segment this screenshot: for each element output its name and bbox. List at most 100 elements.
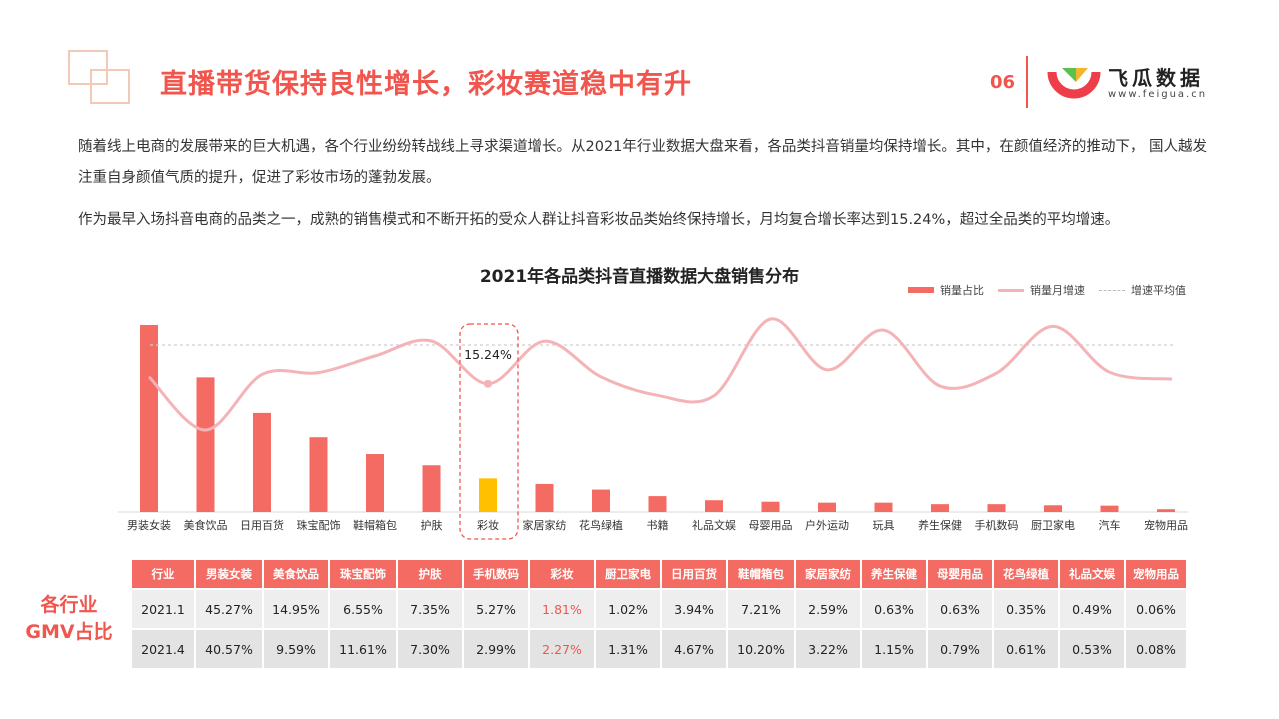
table-header-cell: 家居家纺	[794, 558, 862, 590]
table-header-cell: 鞋帽箱包	[726, 558, 796, 590]
intro-paragraph-2: 作为最早入场抖音电商的品类之一，成熟的销售模式和不断开拓的受众人群让抖音彩妆品类…	[78, 212, 1120, 228]
table-cell: 0.63%	[926, 588, 994, 630]
x-tick-label: 彩妆	[477, 519, 499, 532]
bar-玩具	[874, 502, 893, 512]
table-cell: 3.94%	[660, 588, 728, 630]
table-cell: 0.35%	[992, 588, 1060, 630]
chart-title: 2021年各品类抖音直播数据大盘销售分布	[479, 267, 800, 287]
table-row: 2021.1 45.27% 14.95% 6.55% 7.35% 5.27% 1.81% 1.…	[130, 588, 1188, 630]
table-header-cell: 母婴用品	[926, 558, 994, 590]
table-header-cell: 礼品文娱	[1058, 558, 1126, 590]
bar-美食饮品	[196, 377, 215, 512]
bar-花鸟绿植	[592, 489, 610, 512]
x-tick-label: 母婴用品	[749, 519, 793, 532]
bar-母婴用品	[761, 501, 780, 512]
table-header-cell: 行业	[130, 558, 196, 590]
table-cell: 0.49%	[1058, 588, 1126, 630]
bar-书籍	[648, 496, 667, 512]
x-tick-label: 花鸟绿植	[579, 518, 623, 532]
table-cell: 9.59%	[262, 628, 330, 670]
chart-legend: 销量占比 销量月增速 增速平均值	[908, 282, 1186, 298]
x-tick-label: 手机数码	[975, 518, 1019, 532]
table-cell: 7.35%	[396, 588, 464, 630]
table-cell: 0.79%	[926, 628, 994, 670]
table-cell: 1.15%	[860, 628, 928, 670]
table-cell: 45.27%	[194, 588, 264, 630]
table-header-cell: 花鸟绿植	[992, 558, 1060, 590]
table-cell: 5.27%	[462, 588, 530, 630]
header-divider	[1026, 56, 1028, 108]
x-tick-label: 美食饮品	[184, 518, 228, 532]
bar-礼品文娱	[705, 500, 723, 512]
x-tick-label: 珠宝配饰	[297, 518, 341, 532]
logo-url: www.feigua.cn	[1108, 89, 1208, 100]
x-tick-label: 汽车	[1099, 518, 1121, 532]
table-cell: 10.20%	[726, 628, 796, 670]
table-header-cell: 护肤	[396, 558, 464, 590]
table-cell: 1.81%	[528, 588, 596, 630]
x-tick-label: 鞋帽箱包	[353, 518, 397, 532]
legend-item-growth: 销量月增速	[998, 282, 1085, 298]
table-header-cell: 珠宝配饰	[328, 558, 398, 590]
bar-宠物用品	[1157, 509, 1175, 512]
x-tick-label: 养生保健	[918, 518, 962, 532]
table-cell: 0.61%	[992, 628, 1060, 670]
table-cell: 14.95%	[262, 588, 330, 630]
bar-户外运动	[818, 502, 836, 512]
legend-item-share: 销量占比	[908, 282, 984, 298]
intro-paragraph-1: 随着线上电商的发展带来的巨大机遇，各个行业纷纷转战线上寻求渠道增长。从2021年…	[78, 139, 1208, 186]
legend-item-average: 增速平均值	[1099, 282, 1186, 298]
bar-手机数码	[987, 504, 1006, 512]
table-header-cell: 厨卫家电	[594, 558, 662, 590]
x-tick-label: 厨卫家电	[1031, 518, 1075, 532]
highlight-point	[484, 379, 492, 388]
bar-养生保健	[931, 504, 949, 512]
page-number: 06	[990, 72, 1016, 93]
bar-厨卫家电	[1044, 505, 1062, 512]
table-cell: 7.30%	[396, 628, 464, 670]
bar-日用百货	[253, 412, 271, 512]
table-cell: 4.67%	[660, 628, 728, 670]
table-cell: 7.21%	[726, 588, 796, 630]
table-cell: 0.06%	[1124, 588, 1188, 630]
table-cell: 1.31%	[594, 628, 662, 670]
table-cell: 2021.1	[130, 588, 196, 630]
x-tick-label: 户外运动	[805, 518, 849, 532]
gmv-share-table: 行业 男装女装 美食饮品 珠宝配饰 护肤 手机数码 彩妆 厨卫家电 日用百货 鞋帽箱包 家居家纺 养生…	[130, 558, 1188, 670]
bar-鞋帽箱包	[366, 454, 384, 512]
table-cell: 11.61%	[328, 628, 398, 670]
x-tick-label: 日用百货	[240, 518, 284, 532]
table-cell: 0.08%	[1124, 628, 1188, 670]
table-side-label: 各行业 GMV占比	[25, 594, 113, 643]
table-cell: 2.27%	[528, 628, 596, 670]
x-tick-label: 家居家纺	[523, 518, 567, 532]
bar-家居家纺	[535, 483, 554, 512]
bar-彩妆	[479, 478, 497, 512]
table-header-cell: 彩妆	[528, 558, 596, 590]
table-cell: 40.57%	[194, 628, 264, 670]
decorative-squares	[68, 50, 132, 106]
table-cell: 2021.4	[130, 628, 196, 670]
logo-name: 飞瓜数据	[1108, 66, 1204, 90]
table-cell: 0.53%	[1058, 628, 1126, 670]
page-title: 直播带货保持良性增长，彩妆赛道稳中有升	[160, 69, 692, 100]
table-cell: 1.02%	[594, 588, 662, 630]
bar-男装女装	[140, 325, 158, 512]
logo-mark-icon	[1047, 68, 1101, 99]
annotation-label: 15.24%	[464, 347, 512, 362]
x-tick-label: 男装女装	[127, 518, 171, 532]
feigua-logo: 飞瓜数据 www.feigua.cn	[1046, 58, 1216, 108]
table-header-cell: 手机数码	[462, 558, 530, 590]
table-header-cell: 宠物用品	[1124, 558, 1188, 590]
bar-珠宝配饰	[309, 437, 328, 512]
x-tick-label: 书籍	[647, 518, 669, 532]
table-header-cell: 美食饮品	[262, 558, 330, 590]
x-tick-label: 礼品文娱	[692, 518, 736, 532]
highlight-box	[459, 323, 519, 540]
table-header-cell: 男装女装	[194, 558, 264, 590]
x-tick-label: 宠物用品	[1144, 518, 1188, 532]
table-header-row: 行业 男装女装 美食饮品 珠宝配饰 护肤 手机数码 彩妆 厨卫家电 日用百货 鞋帽箱包 家居家纺 养生…	[130, 558, 1188, 590]
x-tick-label: 玩具	[873, 519, 895, 532]
table-cell: 2.99%	[462, 628, 530, 670]
growth-line	[147, 317, 1173, 432]
